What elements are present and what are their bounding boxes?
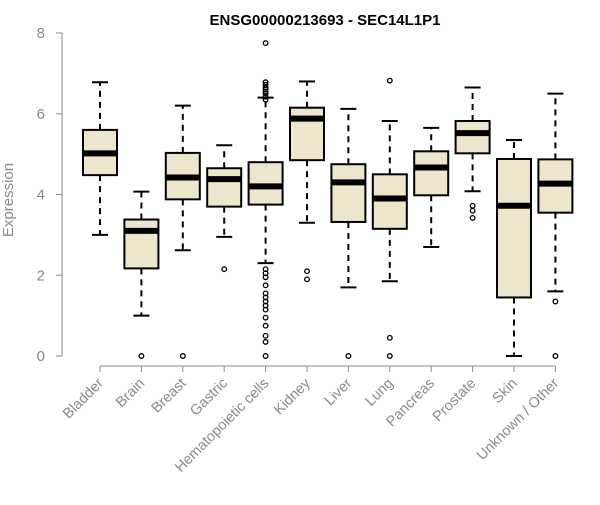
outlier-point <box>552 353 559 359</box>
outlier-point <box>345 353 352 359</box>
outlier-point <box>221 266 228 273</box>
box-skin <box>496 138 532 357</box>
y-tick-label: 6 <box>37 106 45 123</box>
box-iqr <box>454 120 491 155</box>
x-tick-label: Prostate <box>430 376 479 425</box>
outlier-point <box>138 353 145 359</box>
y-tick-label: 8 <box>37 25 45 42</box>
box-iqr <box>413 150 450 197</box>
chart-title: ENSG00000213693 - SEC14L1P1 <box>210 12 441 29</box>
outlier-point <box>262 93 269 100</box>
outlier-point <box>469 214 476 221</box>
outlier-point <box>262 40 269 47</box>
y-axis-label: Expression <box>0 163 17 237</box>
outlier-point <box>386 353 393 359</box>
outlier-point <box>262 306 269 313</box>
box-iqr <box>496 157 532 299</box>
boxes-group <box>82 40 574 359</box>
x-tick-label: Lung <box>362 376 396 410</box>
outlier-point <box>262 332 269 339</box>
x-tick-label: Liver <box>322 375 356 409</box>
box-unknown-other <box>537 92 574 359</box>
outlier-point <box>262 96 269 103</box>
box-iqr <box>371 173 408 230</box>
box-iqr <box>247 161 284 206</box>
outlier-point <box>304 276 310 283</box>
x-tick-label: Breast <box>149 376 190 417</box>
outlier-point <box>262 338 269 345</box>
box-lung <box>371 77 408 359</box>
box-bladder <box>82 81 118 236</box>
x-tick-label: Skin <box>490 376 521 407</box>
outlier-point <box>469 207 476 214</box>
y-tick-label: 4 <box>37 187 45 204</box>
box-brain <box>123 190 160 359</box>
box-liver <box>330 107 367 359</box>
box-gastric <box>206 144 243 273</box>
box-iqr <box>123 218 160 270</box>
box-hematopoietic-cells <box>247 40 284 359</box>
box-iqr <box>289 106 325 162</box>
outlier-point <box>262 353 269 359</box>
outlier-point <box>262 322 269 329</box>
outlier-point <box>262 90 269 97</box>
outlier-point <box>552 298 559 305</box>
outlier-point <box>262 282 269 289</box>
x-tick-label: Bladder <box>60 375 107 422</box>
box-pancreas <box>413 126 450 248</box>
outlier-point <box>386 77 393 84</box>
y-axis: 0 2 4 6 8 <box>37 25 63 365</box>
x-tick-label: Kidney <box>271 375 314 418</box>
box-iqr <box>206 167 243 208</box>
y-tick-label: 2 <box>37 267 45 284</box>
box-iqr <box>330 163 367 223</box>
outlier-point <box>304 268 310 275</box>
outlier-point <box>179 353 186 359</box>
box-prostate <box>454 86 491 221</box>
outlier-point <box>262 274 269 281</box>
outlier-point <box>262 314 269 321</box>
outlier-point <box>386 334 393 341</box>
box-breast <box>164 104 201 359</box>
outlier-point <box>469 202 476 209</box>
x-tick-label: Brain <box>113 376 148 411</box>
box-kidney <box>289 80 325 283</box>
y-tick-label: 0 <box>37 348 45 365</box>
